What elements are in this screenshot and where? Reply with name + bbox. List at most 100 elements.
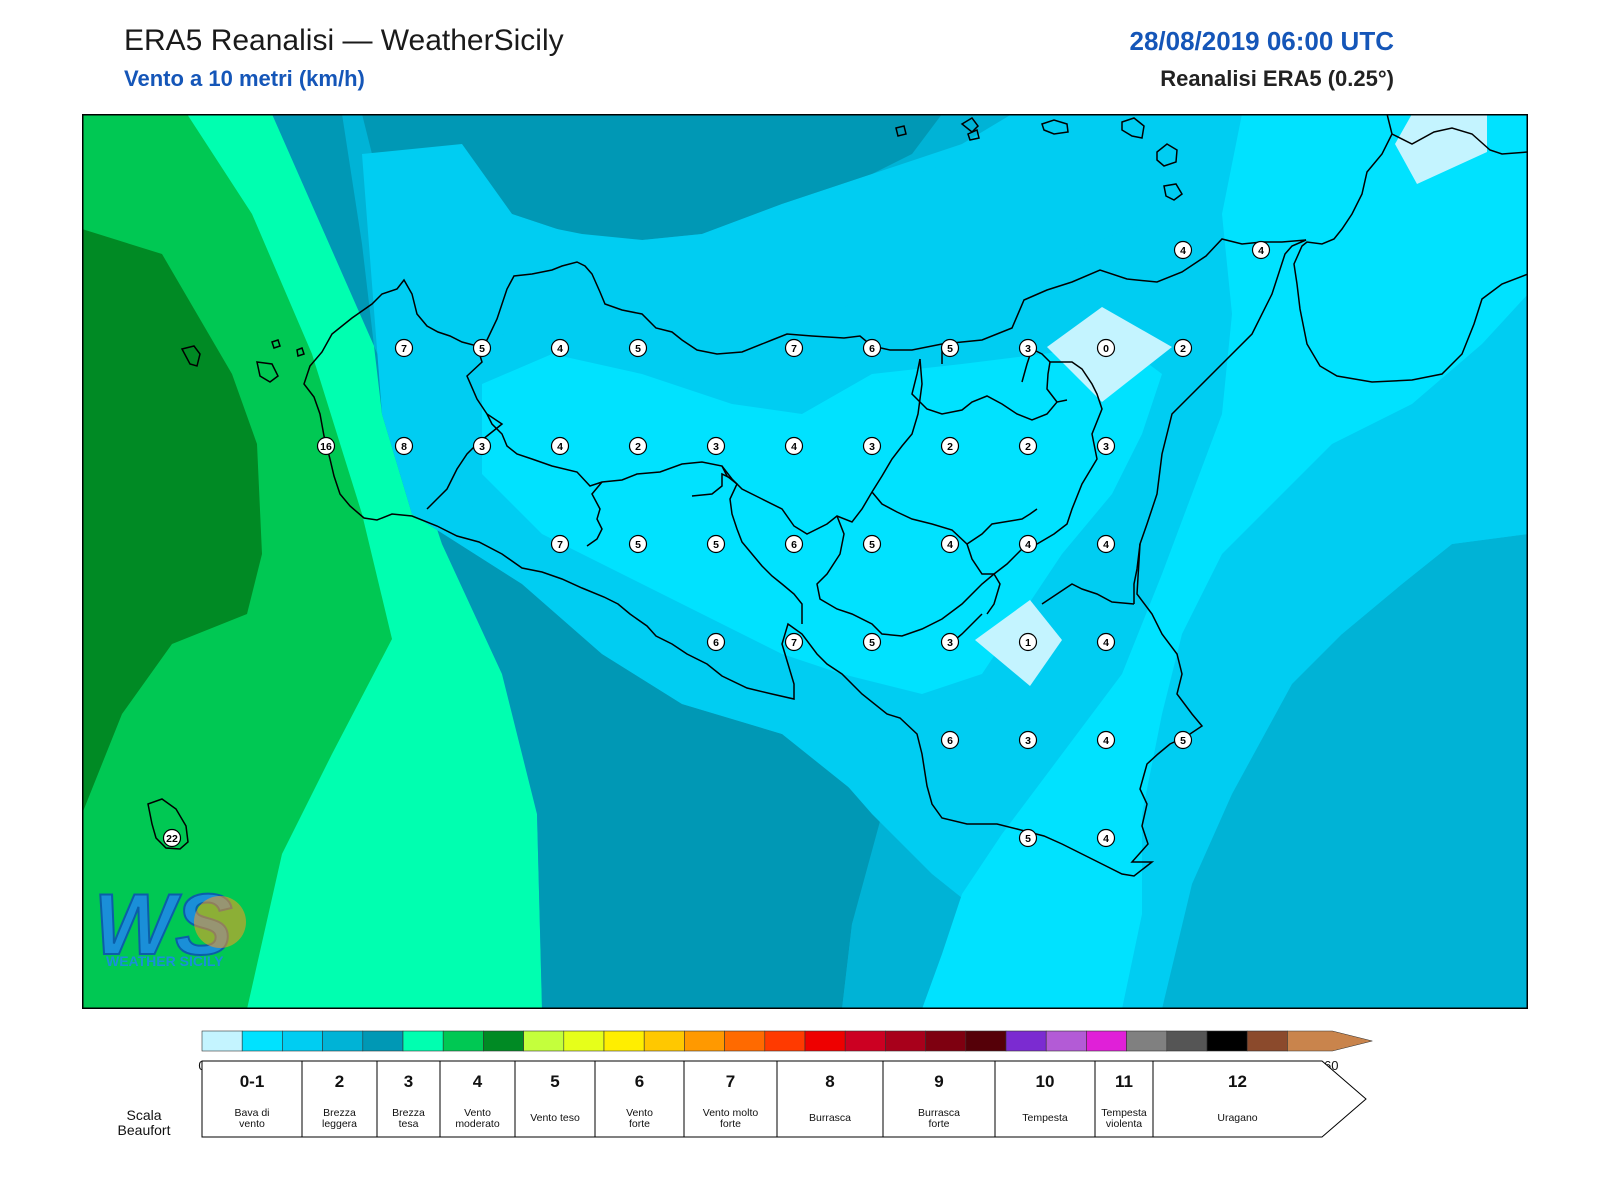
station-circle	[706, 632, 726, 652]
station-marker: 4	[1251, 240, 1271, 260]
station-marker: 3	[1096, 436, 1116, 456]
beaufort-cell: 8 Burrasca	[809, 1072, 851, 1124]
colorbar-swatch	[322, 1030, 364, 1052]
station-value: 5	[635, 539, 641, 551]
station-value: 4	[1180, 245, 1186, 257]
station-circle	[394, 436, 414, 456]
page-title: ERA5 Reanalisi — WeatherSicily	[124, 24, 564, 57]
beaufort-number: 5	[550, 1072, 559, 1091]
beaufort-desc: Bava di	[234, 1107, 269, 1119]
station-value: 4	[1103, 539, 1109, 551]
station-value: 5	[479, 343, 485, 355]
station-marker: 2	[1018, 436, 1038, 456]
beaufort-cell: 5 Vento teso	[530, 1072, 580, 1124]
beaufort-desc: vento	[239, 1118, 265, 1130]
station-value: 5	[869, 637, 875, 649]
beaufort-number: 3	[404, 1072, 413, 1091]
station-value: 3	[947, 637, 953, 649]
beaufort-desc: Brezza	[392, 1107, 425, 1119]
station-marker: 3	[1018, 730, 1038, 750]
station-circle	[784, 534, 804, 554]
station-marker: 4	[784, 436, 804, 456]
station-value: 3	[869, 441, 875, 453]
station-circle	[862, 534, 882, 554]
station-circle	[550, 436, 570, 456]
colorbar-swatch	[925, 1030, 967, 1052]
station-circle	[1018, 632, 1038, 652]
station-markers: 7 5 4 5 7 6 5 3 0 216 8 3 4 2 3 4 3 2 2 37 5 5 6 5 4 4 46 7 5 3 1 46 3 4 5…	[162, 240, 1271, 848]
station-value: 4	[1103, 637, 1109, 649]
station-marker: 4	[940, 534, 960, 554]
coastlines	[147, 114, 1528, 877]
station-value: 5	[635, 343, 641, 355]
colorbar-swatch	[241, 1030, 283, 1052]
page-subtitle: Vento a 10 metri (km/h)	[124, 66, 365, 91]
station-circle	[1096, 338, 1116, 358]
station-circle	[1173, 338, 1193, 358]
station-marker: 6	[706, 632, 726, 652]
station-circle	[316, 436, 336, 456]
station-marker: 4	[550, 338, 570, 358]
colorbar-swatch	[603, 1030, 645, 1052]
station-circle	[706, 534, 726, 554]
station-circle	[940, 534, 960, 554]
colorbar-swatch	[1126, 1030, 1168, 1052]
station-marker: 3	[940, 632, 960, 652]
station-marker: 7	[784, 338, 804, 358]
colorbar-swatch	[483, 1030, 524, 1052]
beaufort-desc: Burrasca	[809, 1112, 851, 1124]
station-marker: 5	[1173, 730, 1193, 750]
colorbar-swatch	[523, 1030, 565, 1052]
beaufort-desc: forte	[629, 1118, 650, 1130]
beaufort-number: 0-1	[240, 1072, 265, 1091]
beaufort-title: Scala Beaufort	[117, 1107, 171, 1138]
station-circle	[394, 338, 414, 358]
station-marker: 5	[862, 632, 882, 652]
station-marker: 3	[472, 436, 492, 456]
station-marker: 3	[706, 436, 726, 456]
station-value: 6	[713, 637, 719, 649]
beaufort-desc: forte	[928, 1118, 949, 1130]
colorbar-swatch	[1166, 1030, 1208, 1052]
station-circle	[940, 436, 960, 456]
station-value: 5	[713, 539, 719, 551]
colorbar-swatch	[201, 1030, 243, 1052]
beaufort-desc: tesa	[399, 1118, 419, 1130]
station-circle	[784, 632, 804, 652]
station-marker: 5	[940, 338, 960, 358]
station-marker: 2	[1173, 338, 1193, 358]
colorbar-swatch	[804, 1030, 846, 1052]
beaufort-desc: Vento molto	[703, 1107, 759, 1119]
beaufort-desc: Brezza	[323, 1107, 356, 1119]
station-value: 5	[947, 343, 953, 355]
station-value: 6	[947, 735, 953, 747]
station-value: 4	[1025, 539, 1031, 551]
station-marker: 4	[1018, 534, 1038, 554]
station-value: 1	[1025, 637, 1031, 649]
station-value: 2	[947, 441, 953, 453]
station-value: 6	[791, 539, 797, 551]
station-circle	[1018, 338, 1038, 358]
colorbar-swatch	[1005, 1030, 1047, 1052]
station-marker: 4	[1096, 534, 1116, 554]
station-circle	[628, 534, 648, 554]
station-circle	[706, 436, 726, 456]
station-marker: 5	[472, 338, 492, 358]
station-circle	[1251, 240, 1271, 260]
station-value: 4	[791, 441, 797, 453]
station-value: 4	[1258, 245, 1264, 257]
station-value: 5	[1025, 833, 1031, 845]
station-marker: 16	[316, 436, 336, 456]
beaufort-desc: Uragano	[1217, 1112, 1257, 1124]
station-value: 4	[557, 343, 563, 355]
station-marker: 6	[784, 534, 804, 554]
colorbar-swatch	[1086, 1030, 1127, 1052]
beaufort-desc: forte	[720, 1118, 741, 1130]
station-value: 3	[1025, 343, 1031, 355]
beaufort-desc: Burrasca	[918, 1107, 960, 1119]
station-marker: 5	[628, 534, 648, 554]
station-value: 22	[166, 833, 178, 845]
